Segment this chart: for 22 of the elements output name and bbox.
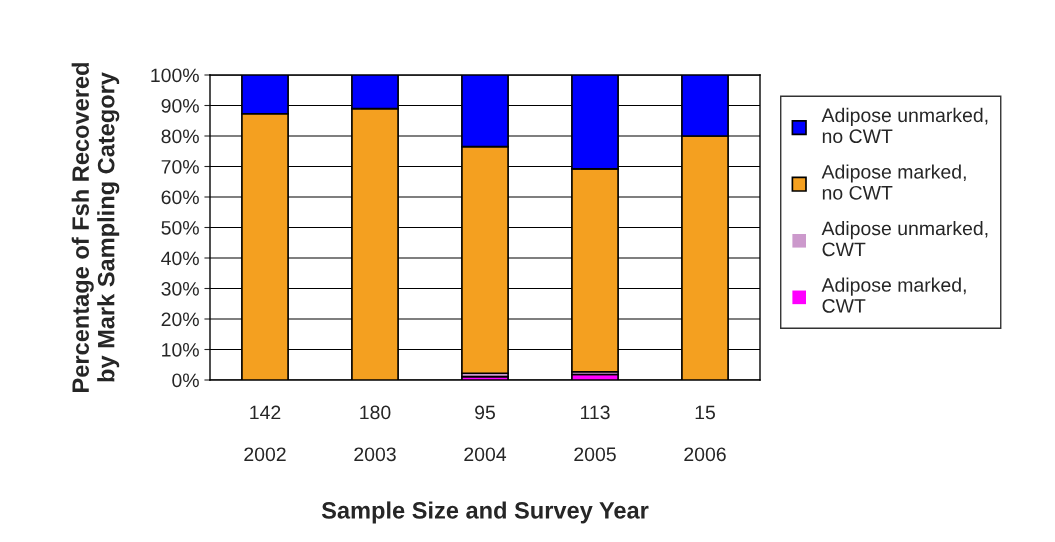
legend-label: Adipose marked, no CWT [821, 164, 966, 200]
y-tick-label: 80% [161, 129, 199, 144]
y-tick-label: 10% [162, 342, 199, 357]
category-label: 113 2005 [574, 405, 616, 462]
legend-label: Adipose marked, CWT [821, 277, 966, 313]
category-label: 15 2006 [684, 405, 726, 462]
y-tick-label: 20% [161, 312, 199, 327]
y-tick-label: 30% [161, 281, 199, 296]
category-label: 180 2003 [354, 405, 396, 462]
legend-label: Adipose unmarked, CWT [821, 221, 988, 257]
category-label: 95 2004 [464, 405, 507, 462]
y-tick-label: 70% [161, 159, 199, 174]
y-tick-label: 40% [161, 251, 199, 266]
y-tick-label: 90% [161, 98, 199, 113]
x-axis-title: Sample Size and Survey Year [321, 501, 649, 524]
y-axis-title: Percentage of Fsh Recovered by Mark Sampling Category [71, 63, 120, 392]
y-tick-label: 100% [151, 68, 199, 83]
y-tick-label: 60% [161, 190, 199, 205]
legend-label: Adipose unmarked, no CWT [821, 107, 988, 144]
category-label: 142 2002 [244, 405, 286, 462]
y-tick-label: 0% [172, 373, 199, 388]
y-tick-label: 50% [161, 220, 199, 235]
